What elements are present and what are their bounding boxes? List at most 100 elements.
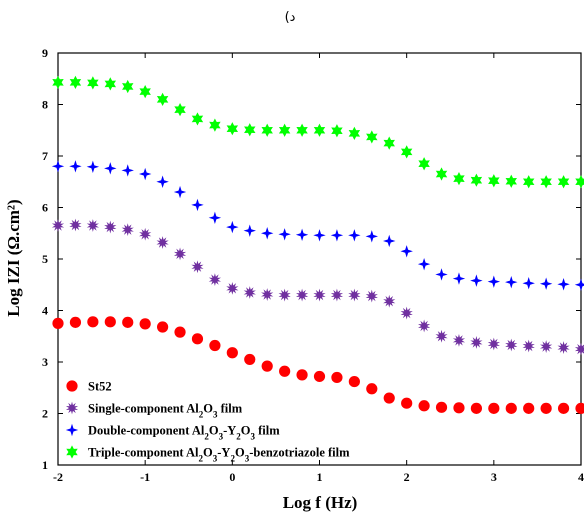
- data-point: [522, 175, 535, 189]
- data-point: [209, 339, 221, 352]
- data-point: [313, 288, 326, 302]
- legend-label: Double-component Al2O3-Y2O3 film: [88, 424, 280, 442]
- data-point: [86, 160, 100, 174]
- data-point: [331, 124, 343, 138]
- data-point: [470, 173, 483, 187]
- data-point: [400, 245, 413, 258]
- data-point: [383, 136, 395, 150]
- data-point: [400, 145, 413, 159]
- data-point: [69, 316, 82, 328]
- data-point: [104, 316, 116, 328]
- data-point: [435, 167, 448, 181]
- data-point: [453, 172, 465, 186]
- series-4: [52, 75, 584, 189]
- data-point: [383, 294, 396, 308]
- data-point: [139, 318, 151, 330]
- data-point: [139, 227, 152, 241]
- data-point: [488, 402, 500, 414]
- data-point: [383, 392, 395, 404]
- legend-marker: [65, 423, 79, 437]
- data-point: [296, 369, 308, 381]
- legend-marker: [66, 380, 78, 392]
- data-point: [191, 198, 204, 212]
- x-tick-label: 1: [317, 470, 323, 484]
- data-point: [574, 342, 584, 356]
- plot-axes: -2 -1 0 1 2 3 4 1 2 3 4 5 6 7 8 9: [42, 46, 584, 484]
- x-tick-label: 3: [491, 470, 497, 484]
- data-point: [505, 174, 517, 188]
- data-point: [452, 272, 466, 285]
- data-point: [348, 229, 361, 242]
- data-point: [226, 281, 239, 295]
- x-axis-title: Log f (Hz): [283, 493, 358, 512]
- data-point: [330, 229, 344, 242]
- x-tick-label: -1: [140, 470, 150, 484]
- series-2: [51, 218, 584, 356]
- data-point: [104, 77, 117, 91]
- data-point: [156, 175, 169, 188]
- data-point: [540, 402, 552, 414]
- data-point: [208, 273, 221, 286]
- data-point: [313, 229, 326, 242]
- series-3: [51, 160, 584, 291]
- panel-label: د): [285, 10, 296, 25]
- y-axis-title: Log IZI (Ω.cm²): [4, 199, 23, 316]
- data-point: [51, 160, 65, 173]
- data-point: [295, 228, 309, 241]
- data-point: [156, 236, 169, 249]
- data-point: [487, 275, 501, 288]
- data-point: [279, 365, 291, 377]
- data-point: [557, 278, 570, 291]
- data-point: [191, 260, 204, 274]
- data-point: [278, 123, 291, 137]
- data-point: [174, 103, 186, 117]
- data-point: [453, 402, 465, 414]
- data-point: [261, 288, 274, 301]
- data-point: [575, 175, 584, 189]
- data-point: [522, 277, 535, 290]
- legend-label: Triple-component Al2O3-Y2O3-benzotriazol…: [88, 446, 350, 464]
- data-point: [331, 371, 343, 384]
- data-point: [69, 160, 82, 173]
- data-point: [417, 257, 431, 271]
- data-point: [261, 360, 273, 372]
- y-tick-label: 5: [42, 252, 48, 266]
- data-point: [121, 164, 134, 177]
- data-point: [330, 288, 344, 302]
- data-point: [452, 333, 466, 347]
- data-point: [87, 76, 99, 90]
- data-point: [226, 122, 239, 136]
- data-point: [278, 228, 291, 241]
- data-point: [348, 288, 361, 302]
- legend-marker: [66, 445, 78, 459]
- data-point: [557, 341, 570, 354]
- x-tick-label: 2: [404, 470, 410, 484]
- data-point: [226, 347, 238, 359]
- data-point: [505, 402, 517, 414]
- data-point: [226, 220, 239, 234]
- data-point: [522, 339, 535, 353]
- data-point: [313, 370, 326, 383]
- data-point: [138, 167, 152, 181]
- data-point: [261, 227, 274, 240]
- data-point: [261, 123, 273, 137]
- data-point: [540, 175, 552, 189]
- data-point: [418, 157, 430, 171]
- data-point: [208, 211, 222, 224]
- data-point: [574, 278, 584, 291]
- data-point: [366, 130, 378, 144]
- y-tick-label: 4: [42, 304, 48, 318]
- data-point: [52, 317, 64, 329]
- data-point: [400, 306, 413, 320]
- data-point: [488, 174, 500, 188]
- data-point: [366, 383, 378, 395]
- data-point: [191, 112, 204, 126]
- x-tick-label: 4: [578, 470, 584, 484]
- data-point: [278, 288, 291, 302]
- legend-label: St52: [88, 380, 112, 394]
- data-point: [435, 401, 448, 413]
- y-tick-label: 7: [42, 149, 48, 163]
- data-point: [435, 268, 448, 281]
- data-point: [470, 274, 483, 287]
- data-point: [121, 223, 134, 237]
